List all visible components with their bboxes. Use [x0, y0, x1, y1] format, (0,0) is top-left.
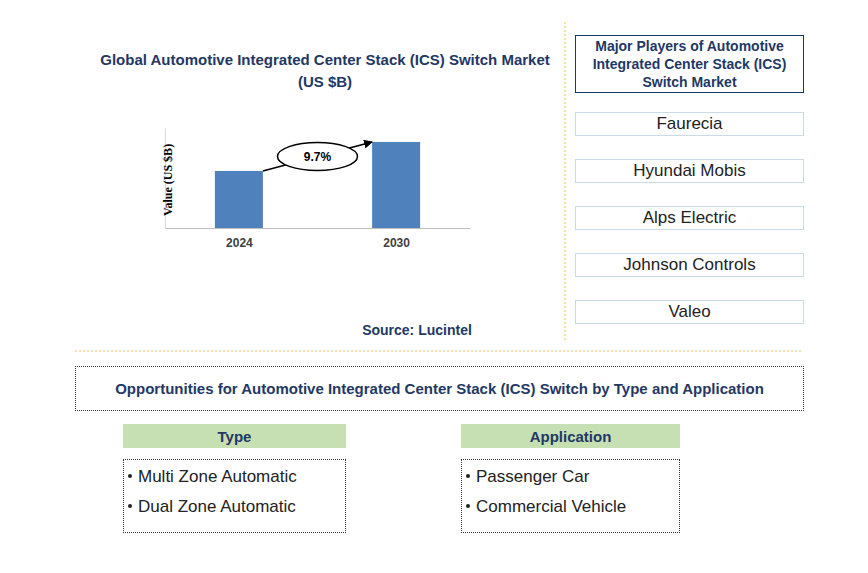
bullet	[466, 474, 470, 478]
bar	[372, 142, 420, 228]
bullet	[466, 504, 470, 508]
source: Source: Lucintel	[362, 322, 472, 338]
application-item: Passenger Car	[464, 462, 677, 492]
application-item-text: Passenger Car	[476, 467, 589, 486]
bullet	[128, 504, 132, 508]
type-list: Multi Zone Automatic Dual Zone Automatic	[123, 459, 346, 533]
player: Faurecia	[575, 112, 804, 136]
type-header: Type	[123, 424, 346, 448]
player: Johnson Controls	[575, 253, 804, 277]
separator	[565, 22, 566, 340]
x-tick: 2030	[383, 236, 410, 250]
bullet	[128, 474, 132, 478]
annotation: 9.7%	[304, 150, 332, 164]
x-tick: 2024	[226, 236, 253, 250]
bars	[215, 142, 420, 228]
annotation-ellipse	[278, 143, 358, 171]
type-item-text: Multi Zone Automatic	[138, 467, 297, 486]
chart-svg: 2024 2030 Value (US $B) 9.7% Source: Lucinte…	[0, 0, 868, 573]
application-list: Passenger Car Commercial Vehicle	[461, 459, 680, 533]
type-item: Dual Zone Automatic	[126, 492, 343, 522]
application-item-text: Commercial Vehicle	[476, 497, 626, 516]
x-tick-label: 2024	[226, 236, 253, 250]
x-tick-label: 2030	[383, 236, 410, 250]
chart-title: Global Automotive Integrated Center Stac…	[95, 48, 555, 94]
player: Hyundai Mobis	[575, 159, 804, 183]
x-axis: 2024 2030	[166, 229, 471, 250]
type-item-text: Dual Zone Automatic	[138, 497, 296, 516]
page: 2024 2030 Value (US $B) 9.7% Source: Lucinte…	[0, 0, 868, 573]
application-header: Application	[461, 424, 680, 448]
growth-arrow	[263, 142, 372, 171]
y-axis-title: Value (US $B)	[161, 144, 175, 216]
application-item: Commercial Vehicle	[464, 492, 677, 522]
type-item: Multi Zone Automatic	[126, 462, 343, 492]
bar	[215, 171, 263, 228]
x-axis-line	[166, 228, 471, 229]
player: Alps Electric	[575, 206, 804, 230]
separator	[75, 351, 803, 352]
opportunities-title: Opportunities for Automotive Integrated …	[75, 366, 804, 411]
player: Valeo	[575, 300, 804, 324]
players-title: Major Players of Automotive Integrated C…	[575, 35, 804, 93]
